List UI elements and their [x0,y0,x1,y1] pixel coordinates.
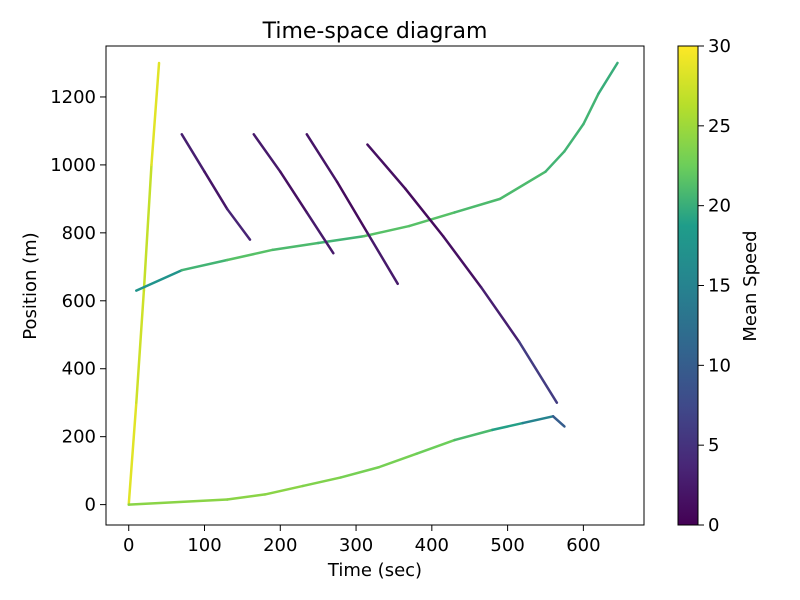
series-segment [150,61,161,167]
series-segment [366,143,407,190]
x-tick-label: 100 [187,535,221,556]
series-segment [544,150,566,173]
series-0 [127,61,161,506]
series-segment [563,122,585,153]
series-segment [362,224,411,238]
series-segment [479,285,521,343]
colorbar: 0 5 10 15 20 25 30 Mean Speed [677,36,761,536]
plot-frame [105,45,645,526]
series-1 [135,61,619,292]
y-tick-label: 0 [85,495,96,516]
colorbar-tick-label: 15 [708,276,731,297]
series-segment [441,234,483,289]
series-segment [521,415,555,425]
series-segment [407,211,456,228]
series-segment [225,493,267,501]
series-segment [252,133,282,173]
chart-title: Time-space diagram [262,19,488,44]
series-segment [225,248,274,262]
series-segment [335,180,369,235]
series-segment [597,61,619,95]
colorbar-tick-label: 0 [708,515,719,536]
series-6 [366,143,559,404]
series-segment [339,465,381,479]
series-segment [582,92,600,126]
y-tick-label: 1000 [50,155,96,176]
series-segment [203,170,229,211]
x-tick-label: 600 [566,535,600,556]
series-segment [225,207,252,241]
y-tick-label: 200 [62,427,96,448]
series-segment [404,187,445,238]
series-2 [127,415,566,506]
series-segment [180,133,206,173]
colorbar-label: Mean Speed [740,230,761,341]
colorbar-tick-label: 25 [708,116,731,137]
series-segment [415,438,456,455]
series-segment [135,268,184,292]
colorbar-ticks: 0 5 10 15 20 25 30 [698,36,731,536]
series-segment [127,498,229,506]
colorbar-tick-label: 20 [708,196,731,217]
series-segment [305,133,339,184]
y-axis-label: Position (m) [20,232,41,339]
colorbar-tick-label: 5 [708,435,719,456]
x-axis-label: Time (sec) [327,560,422,581]
x-axis: 0 100 200 300 400 500 600 [123,525,601,556]
plot-area [127,61,619,506]
y-tick-label: 800 [62,223,96,244]
x-tick-label: 0 [123,535,134,556]
series-segment [180,258,229,272]
series-segment [377,452,418,469]
y-axis: 0 200 400 600 800 1000 1200 [50,87,106,516]
colorbar-tick-label: 10 [708,355,731,376]
series-segment [135,289,146,404]
series-segment [279,170,309,214]
series-5 [305,133,399,286]
x-tick-label: 200 [263,535,297,556]
series-layer [127,61,619,506]
series-3 [180,133,252,241]
series-segment [551,415,566,428]
series-segment [127,401,138,506]
series-segment [491,421,525,432]
series-segment [453,428,494,442]
x-tick-label: 500 [490,535,524,556]
series-segment [366,231,399,286]
colorbar-gradient [677,45,699,526]
series-4 [252,133,335,255]
series-segment [517,340,559,404]
x-tick-label: 300 [339,535,373,556]
series-segment [453,197,502,214]
series-segment [142,163,153,292]
x-tick-label: 400 [415,535,449,556]
y-tick-label: 400 [62,359,96,380]
series-segment [263,484,305,496]
y-tick-label: 600 [62,291,96,312]
series-segment [271,241,320,252]
series-segment [305,211,335,255]
series-segment [301,476,343,488]
colorbar-tick-label: 30 [708,36,731,57]
y-tick-label: 1200 [50,87,96,108]
series-segment [498,170,547,201]
